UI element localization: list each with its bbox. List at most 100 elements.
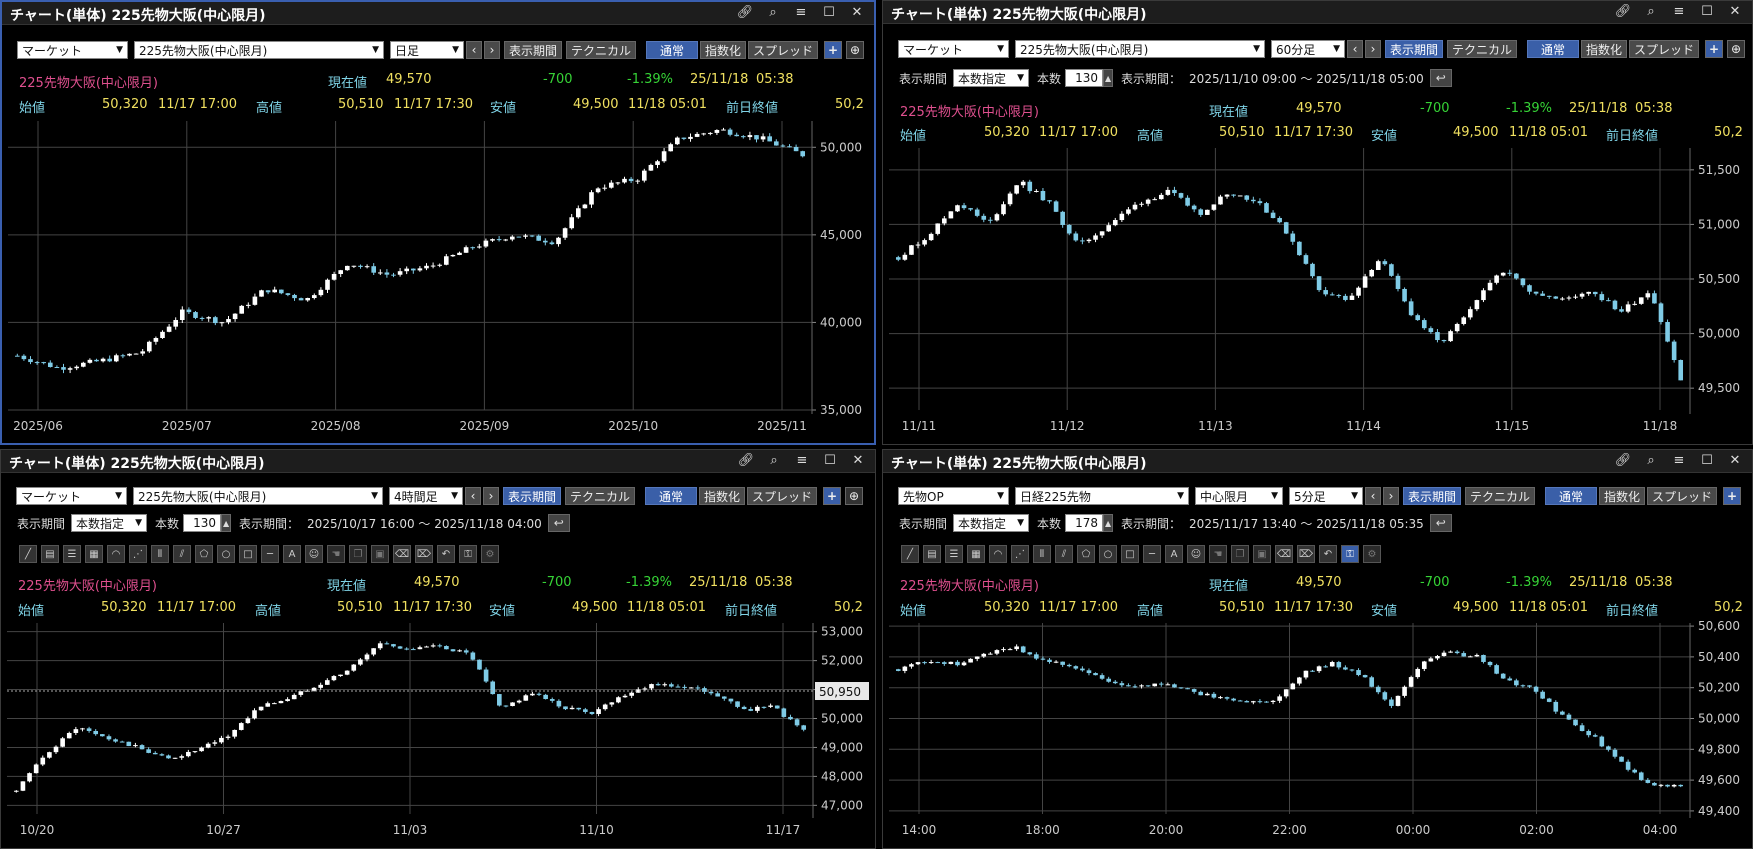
hlines-tool-icon[interactable]: ☰ (63, 545, 81, 563)
search-icon[interactable]: ⌕ (1647, 4, 1655, 19)
maximize-icon[interactable]: ☐ (823, 5, 835, 20)
close-icon[interactable]: ✕ (1729, 4, 1741, 19)
pointer-tool-icon[interactable]: ☚ (1209, 545, 1227, 563)
return-icon[interactable]: ↩ (1429, 514, 1452, 532)
prev-button[interactable]: ‹ (466, 41, 482, 59)
menu-icon[interactable]: ≡ (1673, 453, 1685, 468)
settings-tool-icon[interactable]: ⚙ (481, 545, 499, 563)
zoom-icon[interactable]: ⊕ (846, 41, 865, 59)
close-icon[interactable]: ✕ (852, 453, 864, 468)
count-stepper[interactable]: ▲ (1103, 514, 1114, 532)
eraser-tool-icon[interactable]: ⌫ (393, 545, 411, 563)
fan-tool-icon[interactable]: ⋰ (1011, 545, 1029, 563)
link-icon[interactable]: 🔗︎ (737, 453, 755, 468)
count-input[interactable]: 130 (1065, 69, 1104, 87)
next-button[interactable]: › (1383, 487, 1399, 505)
eraser-all-tool-icon[interactable]: ⌦ (1297, 545, 1315, 563)
period-button[interactable]: 表示期間 (503, 487, 562, 505)
trendline-tool-icon[interactable]: ╱ (19, 545, 37, 563)
undo-tool-icon[interactable]: ↶ (1319, 545, 1337, 563)
period-button[interactable]: 表示期間 (1403, 487, 1462, 505)
instrument-select[interactable]: 225先物大阪(中心限月) ▼ (134, 41, 384, 59)
add-button[interactable]: + (823, 487, 842, 505)
vlines-tool-icon[interactable]: ⦀ (1033, 545, 1051, 563)
technical-button[interactable]: テクニカル (565, 487, 636, 505)
pentagon-tool-icon[interactable]: ⬠ (195, 545, 213, 563)
maximize-icon[interactable]: ☐ (1701, 4, 1713, 19)
interval-select[interactable]: 60分足 ▼ (1271, 40, 1345, 58)
interval-select[interactable]: 5分足 ▼ (1289, 487, 1363, 505)
arc-tool-icon[interactable]: ◠ (989, 545, 1007, 563)
settings-tool-icon[interactable]: ⚙ (1363, 545, 1381, 563)
candlestick-chart[interactable]: 47,00048,00049,00050,00051,00052,00053,0… (1, 619, 875, 848)
prev-button[interactable]: ‹ (465, 487, 481, 505)
search-icon[interactable]: ⌕ (769, 5, 777, 20)
period-mode-select[interactable]: 本数指定 ▼ (953, 514, 1030, 532)
channel-tool-icon[interactable]: ⫽ (1055, 545, 1073, 563)
index-button[interactable]: 指数化 (1581, 40, 1628, 58)
period-button[interactable]: 表示期間 (1385, 40, 1444, 58)
copy-tool-icon[interactable]: ❐ (1231, 545, 1249, 563)
rectangle-tool-icon[interactable]: □ (1121, 545, 1139, 563)
add-button[interactable]: + (1705, 40, 1724, 58)
vlines-tool-icon[interactable]: ⦀ (151, 545, 169, 563)
return-icon[interactable]: ↩ (547, 514, 570, 532)
palette-tool-icon[interactable]: ▣ (371, 545, 389, 563)
zoom-icon[interactable]: ⊕ (845, 487, 864, 505)
window-titlebar[interactable]: チャート(単体) 225先物大阪(中心限月) 🔗︎ ⌕ ≡ ☐ ✕ (1, 450, 875, 473)
rectangle-tool-icon[interactable]: □ (239, 545, 257, 563)
interval-select[interactable]: 4時間足 ▼ (389, 487, 463, 505)
spread-button[interactable]: スプレッド (748, 41, 819, 59)
next-button[interactable]: › (483, 487, 499, 505)
lock-tool-icon[interactable]: ⚿ (1341, 545, 1359, 563)
count-stepper[interactable]: ▲ (1103, 69, 1114, 87)
lock-tool-icon[interactable]: ⚿ (459, 545, 477, 563)
index-button[interactable]: 指数化 (1599, 487, 1646, 505)
count-input[interactable]: 130 (183, 514, 222, 532)
technical-button[interactable]: テクニカル (566, 41, 637, 59)
maximize-icon[interactable]: ☐ (1701, 453, 1713, 468)
channel-tool-icon[interactable]: ⫽ (173, 545, 191, 563)
palette-tool-icon[interactable]: ▣ (1253, 545, 1271, 563)
eraser-all-tool-icon[interactable]: ⌦ (415, 545, 433, 563)
next-button[interactable]: › (484, 41, 500, 59)
trendline-tool-icon[interactable]: ╱ (901, 545, 919, 563)
period-mode-select[interactable]: 本数指定 ▼ (71, 514, 148, 532)
ruler-tool-icon[interactable]: ▤ (41, 545, 59, 563)
count-input[interactable]: 178 (1065, 514, 1104, 532)
window-titlebar[interactable]: チャート(単体) 225先物大阪(中心限月) 🔗︎ ⌕ ≡ ☐ ✕ (2, 2, 874, 25)
instrument-select[interactable]: 225先物大阪(中心限月) ▼ (1015, 40, 1265, 58)
normal-button[interactable]: 通常 (645, 487, 698, 505)
hline-tool-icon[interactable]: ─ (1143, 545, 1161, 563)
pointer-tool-icon[interactable]: ☚ (327, 545, 345, 563)
icon-tool-icon[interactable]: ☺ (305, 545, 323, 563)
return-icon[interactable]: ↩ (1429, 69, 1452, 87)
window-titlebar[interactable]: チャート(単体) 225先物大阪(中心限月) 🔗︎ ⌕ ≡ ☐ ✕ (883, 1, 1752, 24)
icon-tool-icon[interactable]: ☺ (1187, 545, 1205, 563)
market-select[interactable]: マーケット ▼ (17, 41, 128, 59)
close-icon[interactable]: ✕ (851, 5, 863, 20)
hlines-tool-icon[interactable]: ☰ (945, 545, 963, 563)
spread-button[interactable]: スプレッド (747, 487, 818, 505)
prev-button[interactable]: ‹ (1365, 487, 1381, 505)
grid-tool-icon[interactable]: ▦ (85, 545, 103, 563)
circle-tool-icon[interactable]: ○ (1099, 545, 1117, 563)
maximize-icon[interactable]: ☐ (824, 453, 836, 468)
pentagon-tool-icon[interactable]: ⬠ (1077, 545, 1095, 563)
chart-window-5min[interactable]: チャート(単体) 225先物大阪(中心限月) 🔗︎ ⌕ ≡ ☐ ✕ 先物OP ▼ … (882, 449, 1753, 849)
candlestick-chart[interactable]: 49,500 50,000 50,500 51,000 51,500 11/11 11/12… (883, 144, 1752, 444)
prev-button[interactable]: ‹ (1347, 40, 1363, 58)
normal-button[interactable]: 通常 (646, 41, 699, 59)
menu-icon[interactable]: ≡ (796, 453, 808, 468)
technical-button[interactable]: テクニカル (1447, 40, 1518, 58)
circle-tool-icon[interactable]: ○ (217, 545, 235, 563)
technical-button[interactable]: テクニカル (1465, 487, 1536, 505)
arc-tool-icon[interactable]: ◠ (107, 545, 125, 563)
interval-select[interactable]: 日足 ▼ (390, 41, 464, 59)
next-button[interactable]: › (1365, 40, 1381, 58)
text-tool-icon[interactable]: A (1165, 545, 1183, 563)
link-icon[interactable]: 🔗︎ (1614, 4, 1632, 19)
undo-tool-icon[interactable]: ↶ (437, 545, 455, 563)
search-icon[interactable]: ⌕ (770, 453, 778, 468)
close-icon[interactable]: ✕ (1729, 453, 1741, 468)
